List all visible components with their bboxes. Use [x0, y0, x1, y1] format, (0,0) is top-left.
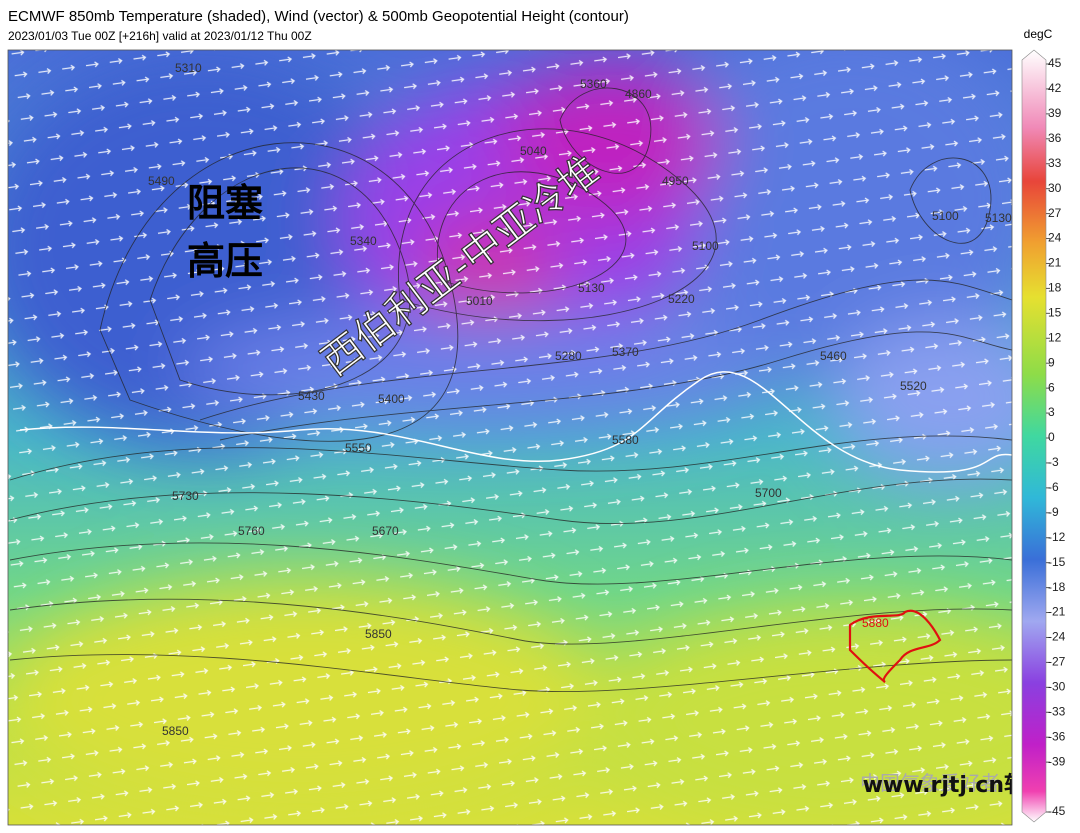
contour-label: 5040	[520, 144, 547, 158]
colorbar-tick-label: 18	[1048, 281, 1062, 295]
colorbar-tick-label: 39	[1048, 106, 1062, 120]
colorbar-tick-label: 12	[1048, 330, 1062, 344]
contour-label: 5010	[466, 294, 493, 308]
highlight-contour-label: 5880	[862, 616, 889, 630]
colorbar-tick-label: 42	[1048, 81, 1062, 95]
colorbar-tick-label: 21	[1048, 256, 1062, 270]
contour-label: 4950	[662, 174, 689, 188]
annotation: 阻塞	[187, 181, 263, 225]
watermark: www.rjtj.cn软荐网	[863, 772, 1070, 798]
subtitle: 2023/01/03 Tue 00Z [+216h] valid at 2023…	[8, 29, 312, 43]
contour-label: 5730	[172, 489, 199, 503]
colorbar-tick-label: 27	[1048, 206, 1062, 220]
colorbar-tick-label: -24	[1048, 630, 1066, 644]
contour-label: 5130	[578, 281, 605, 295]
colorbar-tick-label: -39	[1048, 754, 1066, 768]
contour-label: 5700	[755, 486, 782, 500]
contour-label: 5670	[372, 524, 399, 538]
colorbar-tick-label: -3	[1048, 455, 1059, 469]
colorbar-tick-label: 6	[1048, 380, 1055, 394]
colorbar-tick-label: -6	[1048, 480, 1059, 494]
colorbar-tick-label: -33	[1048, 704, 1066, 718]
colorbar-tick-label: 45	[1048, 56, 1062, 70]
annotation: 高压	[187, 239, 263, 283]
contour-label: 5100	[692, 239, 719, 253]
contour-label: 5520	[900, 379, 927, 393]
contour-label: 5460	[820, 349, 847, 363]
colorbar-tick-label: -21	[1048, 605, 1066, 619]
contour-label: 5850	[365, 627, 392, 641]
colorbar-tick-label: -45	[1048, 804, 1066, 818]
contour-label: 5400	[378, 392, 405, 406]
colorbar-tick-label: -12	[1048, 530, 1066, 544]
colorbar-tick-label: 0	[1048, 430, 1055, 444]
map: 阻塞 高压 西伯利亚-中亚冷堆 5880 中国气象爱好者 www.rjtj.cn…	[8, 50, 1070, 825]
colorbar-tick-label: 15	[1048, 306, 1062, 320]
colorbar-tick-label: 3	[1048, 405, 1055, 419]
contour-label: 5280	[555, 349, 582, 363]
contour-label: 5220	[668, 292, 695, 306]
colorbar-tick-label: -9	[1048, 505, 1059, 519]
contour-label: 4860	[625, 87, 652, 101]
colorbar-tick-label: -30	[1048, 680, 1066, 694]
contour-label: 5340	[350, 234, 377, 248]
colorbar-tick-label: -27	[1048, 655, 1066, 669]
title: ECMWF 850mb Temperature (shaded), Wind (…	[8, 8, 629, 25]
colorbar-tick-label: 36	[1048, 131, 1062, 145]
contour-label: 5550	[345, 441, 372, 455]
contour-label: 5490	[148, 174, 175, 188]
contour-label: 5430	[298, 389, 325, 403]
colorbar	[1021, 49, 1047, 823]
colorbar-tick-label: -18	[1048, 580, 1066, 594]
contour-label: 5130	[985, 211, 1012, 225]
contour-label: 5850	[162, 724, 189, 738]
colorbar-tick-label: 24	[1048, 231, 1062, 245]
contour-label: 5310	[175, 61, 202, 75]
contour-label: 5580	[612, 433, 639, 447]
colorbar-tick-label: 9	[1048, 355, 1055, 369]
watermark: 中国气象爱好者	[860, 771, 1000, 795]
contour-label: 5760	[238, 524, 265, 538]
contour-label: 5360	[580, 77, 607, 91]
colorbar-tick-label: 30	[1048, 181, 1062, 195]
colorbar-tick-label: -15	[1048, 555, 1066, 569]
contour-label: 5100	[932, 209, 959, 223]
colorbar-tick-label: -36	[1048, 729, 1066, 743]
colorbar-tick-label: 33	[1048, 156, 1062, 170]
colorbar-unit: degC	[1024, 27, 1053, 41]
contour-label: 5370	[612, 345, 639, 359]
